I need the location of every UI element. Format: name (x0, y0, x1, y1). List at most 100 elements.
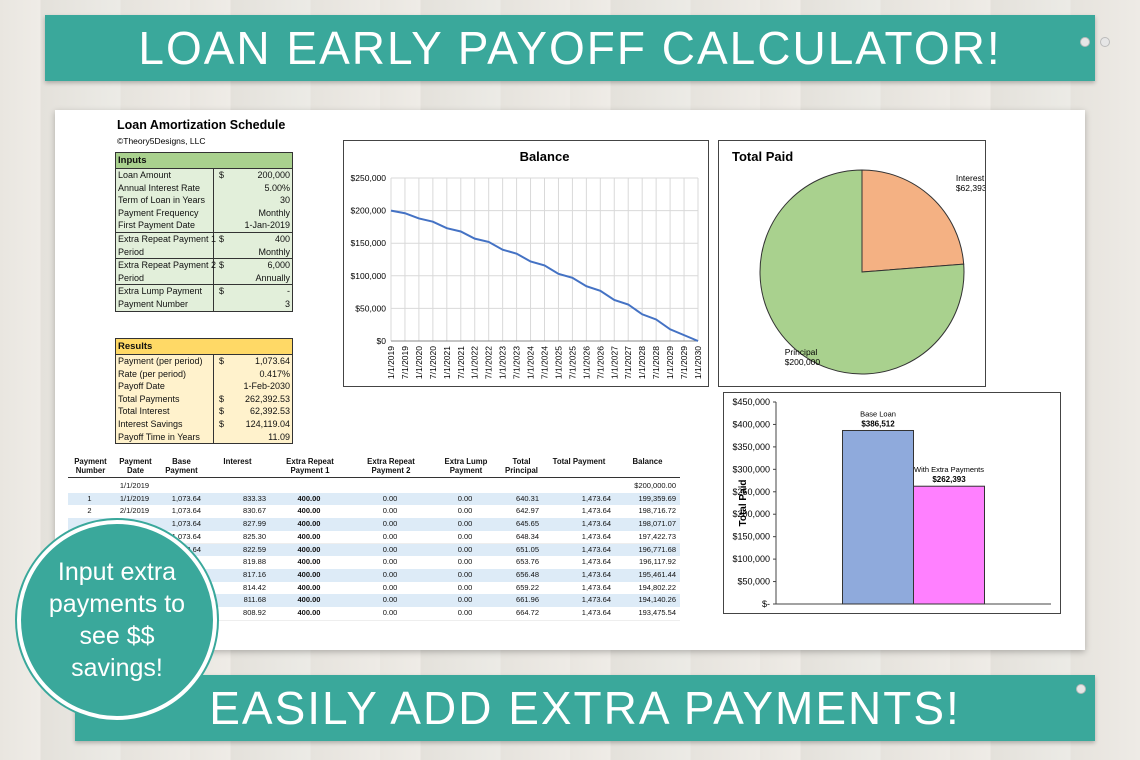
column-header: Extra Repeat Payment 2 (367, 457, 415, 475)
row: Payment (per period) $1,073.64 (116, 355, 292, 368)
cell: 822.59 (243, 544, 266, 554)
hole (1080, 37, 1090, 47)
label: Payoff Date (118, 381, 165, 392)
value: 5.00% (264, 182, 290, 193)
cell: 400.00 (297, 544, 321, 554)
value: 62,392.53 (249, 406, 290, 417)
x-tick-label: 1/1/2019 (386, 346, 396, 379)
label: Payoff Time in Years (118, 431, 200, 442)
cell: 0.00 (457, 531, 473, 541)
cell: 1/1/2019 (119, 481, 150, 490)
bottom-banner: EASILY ADD EXTRA PAYMENTS! (75, 675, 1095, 741)
cell: 1/1/2019 (119, 493, 150, 503)
y-tick-label: $150,000 (732, 532, 770, 542)
cell: 0.00 (382, 557, 398, 567)
row: Payoff Time in Years 11.09 (116, 431, 292, 444)
currency: $ (219, 393, 225, 404)
cell: 400.00 (297, 582, 321, 592)
x-tick-label: 7/1/2028 (651, 346, 661, 379)
column-header: Total Payment (552, 457, 606, 466)
slice-label: Principal (785, 347, 818, 357)
y-tick-label: $400,000 (732, 419, 770, 429)
chart-title: Balance (520, 149, 570, 164)
balance-chart-box: Balance $0 $50,000 $100,000 $150,000 $200,000… (343, 140, 709, 387)
bar-category: Base Loan (860, 409, 896, 418)
value: 1-Jan-2019 (244, 220, 290, 231)
bar (913, 485, 985, 605)
currency: $ (219, 170, 225, 180)
cell: 196,117.92 (639, 557, 676, 567)
chart-title: Total Paid (732, 149, 793, 164)
x-tick-label: 1/1/2025 (553, 346, 563, 379)
value: 400 (274, 233, 290, 244)
cell: 1,473.64 (581, 531, 611, 541)
bar-value: $262,393 (932, 475, 966, 484)
row-band (68, 607, 680, 621)
top-banner: LOAN EARLY PAYOFF CALCULATOR! (45, 15, 1095, 81)
label: Loan Amount (118, 170, 172, 180)
x-tick-label: 1/1/2028 (637, 346, 647, 379)
cell: 0.00 (457, 569, 473, 579)
row: Payment Frequency Monthly (116, 207, 292, 220)
row: First Payment Date 1-Jan-2019 (116, 219, 292, 232)
column-header: Interest (223, 457, 252, 466)
cell: 194,802.22 (638, 582, 676, 592)
x-tick-label: 7/1/2020 (428, 346, 438, 379)
value: 3 (284, 298, 290, 309)
currency: $ (219, 286, 225, 297)
cell: 0.00 (382, 544, 398, 554)
cell: 400.00 (297, 569, 321, 579)
cell: 1,473.64 (581, 582, 611, 592)
cell: 653.76 (516, 557, 539, 567)
value: Annually (255, 272, 290, 283)
y-tick-label: $100,000 (732, 554, 770, 564)
bar-chart-box: $- $50,000 $100,000 $150,000 $200,000 $250,00… (723, 392, 1061, 614)
pie-slice (759, 169, 965, 375)
cell: 814.42 (243, 582, 266, 592)
value: 124,119.04 (245, 418, 290, 429)
x-tick-label: 1/1/2029 (665, 346, 675, 379)
label: Total Payments (118, 393, 180, 404)
row: Period Annually (116, 272, 292, 285)
cell: 659.22 (516, 582, 539, 592)
label: Payment Frequency (118, 207, 199, 218)
cell: 0.00 (382, 595, 398, 605)
row: Rate (per period) 0.417% (116, 368, 292, 381)
cell: 0.00 (457, 595, 473, 605)
cell: 1,473.64 (581, 506, 611, 516)
divider (213, 168, 214, 311)
cell: 1,073.64 (171, 519, 201, 529)
y-tick-label: $200,000 (732, 509, 770, 519)
x-tick-label: 1/1/2023 (498, 346, 508, 379)
cell: 194,140.26 (638, 595, 676, 605)
x-tick-label: 7/1/2024 (540, 346, 550, 379)
row-group: Extra Lump Payment $ - Payment Number 3 (116, 285, 292, 310)
cell: 195,461.44 (638, 569, 676, 579)
y-tick-label: $100,000 (351, 271, 387, 281)
x-tick-label: 7/1/2021 (456, 346, 466, 379)
pie-chart: Total Paid Interest$62,393 Principal$200,0… (732, 149, 987, 375)
value: 30 (279, 195, 290, 206)
cell: 2/1/2019 (119, 506, 150, 516)
y-tick-label: $- (762, 599, 770, 609)
row: Interest Savings $124,119.04 (116, 418, 292, 431)
cell: 0.00 (382, 493, 398, 503)
row: Annual Interest Rate 5.00% (116, 182, 292, 195)
cell: 0.00 (457, 582, 473, 592)
cell: 0.00 (382, 519, 398, 529)
cell: 0.00 (382, 506, 398, 516)
value: 11.09 (268, 431, 290, 442)
row-group: Extra Repeat Payment 1 $400 Period Monthly (116, 233, 292, 260)
cell: 1,473.64 (581, 493, 611, 503)
pie-slice (861, 169, 965, 273)
column-header: Balance (632, 457, 663, 466)
cell: 0.00 (457, 519, 473, 529)
row: Extra Repeat Payment 2 $6,000 (116, 259, 292, 272)
cell: 1 (87, 493, 92, 503)
x-tick-label: 1/1/2020 (414, 346, 424, 379)
slice-value: $62,393 (956, 183, 985, 193)
cell: 0.00 (382, 569, 398, 579)
cell: 400.00 (297, 493, 321, 503)
cell: 0.00 (382, 582, 398, 592)
value: 6,000 (267, 260, 290, 271)
